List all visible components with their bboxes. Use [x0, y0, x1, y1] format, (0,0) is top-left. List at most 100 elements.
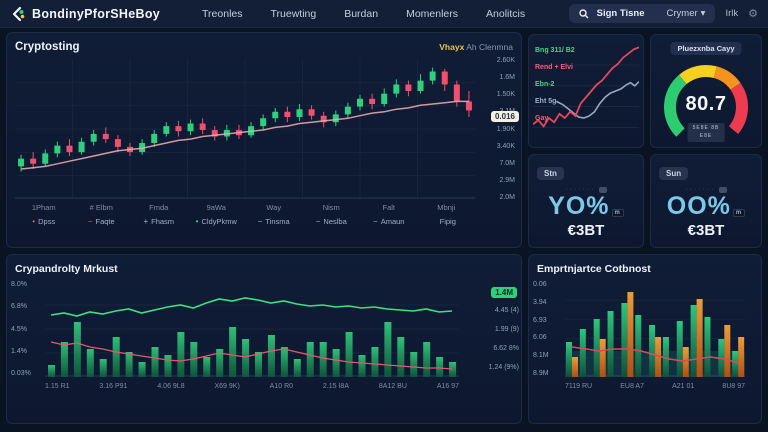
tick-label: EU8 A7	[620, 383, 644, 390]
tick-label: A21 01	[672, 383, 695, 390]
gauge-title: Pluezxnba Cayy	[670, 42, 742, 55]
nav-item[interactable]: Burdan	[344, 7, 379, 20]
volume-bars-group	[48, 322, 457, 377]
volume-line-badge: 1.4M	[491, 287, 517, 298]
legend-item[interactable]: − Neslba	[303, 217, 361, 226]
legend-label: CldyPkmw	[201, 217, 237, 226]
tick-label: 2.60K	[496, 57, 515, 64]
legend-label: Amaun	[380, 217, 405, 226]
legend-item[interactable]: + Fhasm	[130, 217, 188, 226]
brand[interactable]: BondinyPforSHeBoy	[10, 6, 160, 22]
legend-item[interactable]: − Faqte	[73, 217, 131, 226]
legend-item[interactable]: Fipig	[418, 217, 476, 226]
grouped-chart-xaxis: 7119 RU EU8 A7 A21 01 8U8 97	[565, 383, 745, 390]
tick-label: 0.06	[533, 281, 547, 288]
gauge-sub-text: 5E8E 8B E8E	[687, 123, 725, 142]
legend-marker-icon: •	[195, 216, 199, 226]
stat-card-1-value: YO% m	[537, 193, 635, 219]
tick-label: 2.9M	[499, 176, 515, 184]
legend-item[interactable]: − Amaun	[360, 217, 418, 226]
tick-label: 6.06	[533, 334, 547, 342]
legend-marker-icon: •	[32, 216, 36, 226]
tick-label: 6.93	[533, 316, 547, 324]
legend-marker-icon: +	[143, 216, 149, 226]
brand-logo-icon	[12, 6, 25, 21]
grouped-chart-svg[interactable]	[565, 281, 745, 377]
nav-item[interactable]: Anolitcis	[486, 7, 526, 20]
grouped-chart-yaxis: 0.06 3.94 6.93 6.06 8.1M 8.9M	[533, 281, 549, 377]
candles-group	[18, 67, 472, 172]
search-label: Sign Tisne	[596, 8, 645, 19]
legend-marker-icon: −	[373, 216, 378, 226]
dashboard: Cryptosting Vhayx Ah Clenmna 2.60K 1.6M 1.…	[6, 32, 762, 424]
legend-label: Tinsma	[265, 217, 290, 226]
gear-icon[interactable]: ⚙	[748, 8, 758, 20]
tick-label: Way	[266, 203, 282, 212]
legend-item[interactable]: • CldyPkmw	[188, 217, 246, 226]
mini-chart-label: Ebn-2	[535, 81, 555, 88]
tick-label: 8U8 97	[722, 383, 745, 390]
tick-label: 7.0M	[499, 159, 515, 167]
legend-item[interactable]: • Dpss	[15, 217, 73, 226]
volume-chart-title: Crypandrolty Mrkust	[15, 263, 118, 275]
main-chart-legend: • Dpss − Faqte + Fhasm • CldyPkmw − Tinsma − Neslba…	[15, 217, 475, 226]
grouped-chart-panel: Emprtnjartce Cotbnost 0.06 3.94 6.93 6.06 8.…	[528, 254, 762, 424]
ghost-text: ·······	[565, 186, 596, 193]
tick-label: Mbnji	[437, 203, 456, 212]
main-chart-subtitle-accent: Vhayx	[439, 42, 465, 52]
tick-label: 0.03%	[11, 370, 31, 377]
mini-chart-label: Rend + Elvi	[535, 64, 573, 71]
volume-chart-svg[interactable]	[45, 281, 459, 377]
gauge-segment	[728, 82, 748, 134]
mini-chart-label: Eht 5g	[535, 98, 557, 105]
mini-chart-svg[interactable]	[533, 39, 639, 143]
mini-chart-label: Gay	[535, 115, 549, 122]
search-dropdown-value: Crymer	[666, 8, 698, 19]
search-box[interactable]: Sign Tisne Crymer ▾	[568, 4, 716, 23]
tick-label: 7119 RU	[565, 383, 593, 390]
tick-label: 3.94	[533, 298, 547, 306]
tick-label: 2.0M	[499, 194, 515, 201]
tick-label: 6.62 8%	[493, 345, 519, 352]
gauge-segment	[679, 65, 717, 85]
tick-label: 1.6M	[499, 74, 515, 82]
mini-grey-line	[556, 82, 639, 118]
tick-label: A16 97	[436, 383, 459, 390]
nav-user-label[interactable]: Irlk	[725, 8, 739, 19]
legend-marker-icon: −	[257, 216, 263, 226]
stat-card-1-sub: €3BT	[567, 222, 605, 240]
stat-card-2-value: OO% m	[659, 193, 753, 219]
main-chart-panel: Cryptosting Vhayx Ah Clenmna 2.60K 1.6M 1.…	[6, 32, 522, 248]
main-chart-subtitle-rest: Ah Clenmna	[466, 42, 513, 52]
tick-label: 1Pham	[31, 203, 56, 212]
grouped-chart-title: Emprtnjartce Cotbnost	[537, 263, 651, 275]
grouped-red-line	[571, 346, 739, 364]
search-icon	[578, 8, 589, 18]
tick-label: 9aWa	[206, 203, 226, 212]
gauge-sub-line1: 5E8E 8B	[692, 125, 720, 131]
gauge-segment	[664, 74, 687, 137]
tick-label: 8A12 BU	[378, 383, 407, 390]
legend-marker-icon: −	[315, 216, 321, 226]
tick-label: 8.0%	[11, 281, 27, 288]
value-suffix: m	[611, 209, 624, 218]
tick-label: 3.40K	[496, 142, 515, 150]
nav-item[interactable]: Treonles	[202, 7, 243, 20]
legend-label: Neslba	[323, 217, 347, 226]
main-chart-subtitle: Vhayx Ah Clenmna	[439, 42, 513, 52]
nav-item[interactable]: Truewting	[270, 7, 317, 20]
tick-label: Falt	[382, 203, 395, 212]
legend-label: Fhasm	[151, 217, 175, 226]
mini-chart-label: Bng 311/ B2	[535, 47, 575, 54]
legend-item[interactable]: − Tinsma	[245, 217, 303, 226]
search-dropdown[interactable]: Crymer ▾	[667, 8, 706, 19]
coin-icon	[718, 186, 727, 193]
stat-card-2: Sun ······· OO% m €3BT	[650, 154, 762, 248]
nav-item[interactable]: Momenlers	[406, 7, 459, 20]
volume-red-line	[50, 341, 453, 370]
main-chart-svg[interactable]	[15, 59, 475, 199]
stat-card-1: Stn ······· YO% m €3BT	[528, 154, 644, 248]
price-badge: 0.016	[490, 111, 519, 122]
legend-label: Dpss	[38, 217, 56, 226]
